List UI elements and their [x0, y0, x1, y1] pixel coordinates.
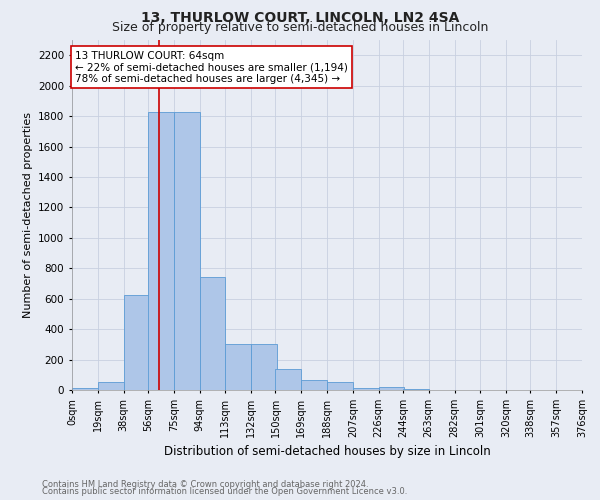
Bar	[379, 387, 404, 390]
Bar	[225, 344, 251, 390]
Text: Size of property relative to semi-detached houses in Lincoln: Size of property relative to semi-detach…	[112, 21, 488, 34]
Bar	[98, 382, 124, 390]
Bar	[148, 112, 174, 390]
Bar	[353, 388, 379, 390]
X-axis label: Distribution of semi-detached houses by size in Lincoln: Distribution of semi-detached houses by …	[164, 446, 490, 458]
Bar	[327, 382, 353, 390]
Bar	[251, 344, 277, 390]
Y-axis label: Number of semi-detached properties: Number of semi-detached properties	[23, 112, 32, 318]
Bar	[72, 388, 98, 390]
Text: 13, THURLOW COURT, LINCOLN, LN2 4SA: 13, THURLOW COURT, LINCOLN, LN2 4SA	[141, 11, 459, 25]
Bar	[403, 389, 429, 390]
Bar	[275, 368, 301, 390]
Bar	[301, 380, 327, 390]
Bar	[124, 295, 149, 390]
Bar	[174, 112, 199, 390]
Text: 13 THURLOW COURT: 64sqm
← 22% of semi-detached houses are smaller (1,194)
78% of: 13 THURLOW COURT: 64sqm ← 22% of semi-de…	[75, 50, 347, 84]
Text: Contains public sector information licensed under the Open Government Licence v3: Contains public sector information licen…	[42, 487, 407, 496]
Bar	[199, 278, 225, 390]
Text: Contains HM Land Registry data © Crown copyright and database right 2024.: Contains HM Land Registry data © Crown c…	[42, 480, 368, 489]
